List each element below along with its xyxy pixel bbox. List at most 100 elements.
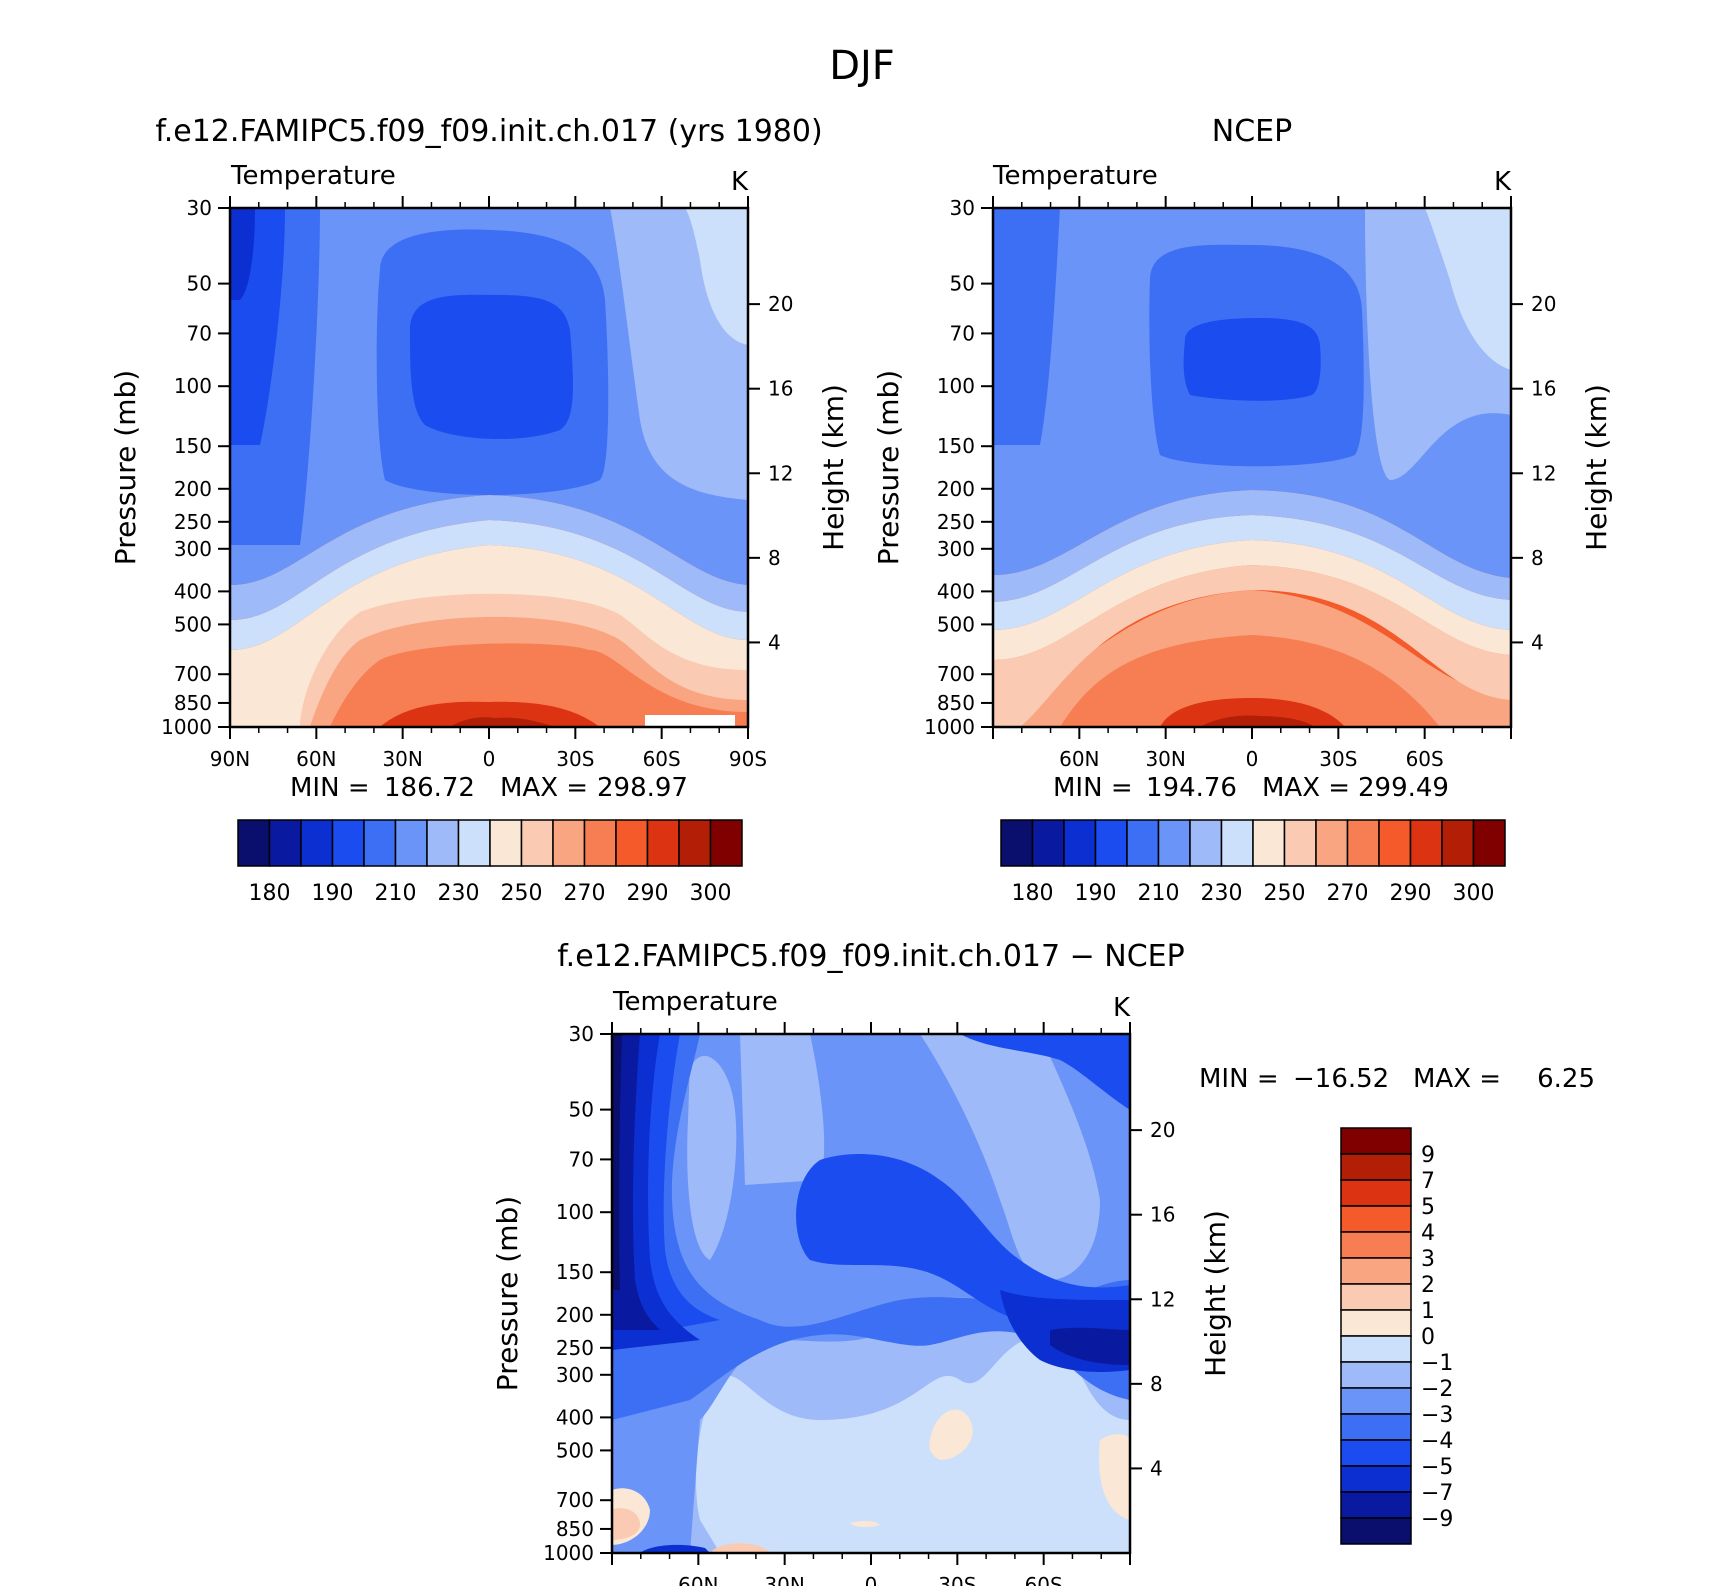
model-axes: 3050701001502002503004005007008501000Pre…: [109, 196, 850, 771]
latitude-tick-label: 60N: [296, 747, 336, 771]
pressure-tick-label: 70: [187, 321, 212, 345]
pressure-axis-label: Pressure (mb): [872, 370, 905, 565]
colorbar-swatch: [1126, 819, 1160, 867]
height-tick-label: 8: [1531, 546, 1544, 570]
colorbar-swatch: [1340, 1491, 1412, 1519]
colorbar-swatch: [1340, 1335, 1412, 1363]
model-min-label: MIN =: [290, 773, 370, 803]
height-tick-label: 12: [1150, 1287, 1175, 1311]
pressure-tick-label: 70: [950, 321, 975, 345]
pressure-tick-label: 100: [174, 374, 212, 398]
colorbar-swatch: [1441, 819, 1475, 867]
pressure-tick-label: 50: [187, 272, 212, 296]
latitude-tick-label: 0: [865, 1573, 878, 1586]
pressure-axis-label: Pressure (mb): [491, 1196, 524, 1391]
colorbar-swatch: [1340, 1413, 1412, 1441]
obs-panel-title: NCEP: [1212, 114, 1292, 149]
obs-min-value: 194.76: [1146, 773, 1237, 803]
height-tick-label: 12: [1531, 461, 1556, 485]
colorbar-swatch: [457, 819, 491, 867]
colorbar-swatch: [489, 819, 523, 867]
colorbar-label: 250: [1264, 881, 1306, 906]
colorbar-swatch: [709, 819, 743, 867]
colorbar-swatch: [1340, 1179, 1412, 1207]
diff-plot: [612, 1034, 1130, 1553]
obs-max-label: MAX =: [1262, 773, 1350, 803]
colorbar-swatch: [583, 819, 617, 867]
colorbar-label: 4: [1421, 1221, 1435, 1246]
colorbar-swatch: [1340, 1387, 1412, 1415]
colorbar-swatch: [1340, 1127, 1412, 1155]
pressure-tick-label: 1000: [924, 715, 975, 739]
colorbar-label: −2: [1421, 1377, 1453, 1402]
colorbar-label: −4: [1421, 1429, 1453, 1454]
pressure-tick-label: 700: [937, 662, 975, 686]
colorbar-label: 9: [1421, 1143, 1435, 1168]
pressure-tick-label: 400: [174, 579, 212, 603]
colorbar-swatch: [1220, 819, 1254, 867]
colorbar-label: 0: [1421, 1325, 1435, 1350]
obs-field-label: Temperature: [992, 161, 1158, 191]
height-tick-label: 20: [768, 292, 793, 316]
pressure-tick-label: 400: [556, 1405, 594, 1429]
diff-max-value: 6.25: [1537, 1064, 1595, 1094]
diff-panel-title: f.e12.FAMIPC5.f09_f09.init.ch.017 − NCEP: [557, 939, 1184, 974]
colorbar-swatch: [1189, 819, 1223, 867]
height-tick-label: 16: [1531, 377, 1556, 401]
colorbar-swatch: [615, 819, 649, 867]
colorbar-swatch: [678, 819, 712, 867]
pressure-tick-label: 50: [569, 1098, 594, 1122]
colorbar-swatch: [1346, 819, 1380, 867]
colorbar-label: 1: [1421, 1299, 1435, 1324]
colorbar-swatch: [300, 819, 334, 867]
colorbar-label: −9: [1421, 1507, 1453, 1532]
colorbar-swatch: [1340, 1439, 1412, 1467]
pressure-tick-label: 30: [950, 196, 975, 220]
colorbar-swatch: [268, 819, 302, 867]
colorbar-swatch: [237, 819, 271, 867]
latitude-tick-label: 30N: [382, 747, 422, 771]
latitude-tick-label: 30S: [938, 1573, 976, 1586]
colorbar-label: 300: [690, 881, 732, 906]
obs-colorbar: 180 190 210 230 250 270 290 300: [1000, 819, 1506, 906]
colorbar-label: −5: [1421, 1455, 1453, 1480]
colorbar-swatch: [1340, 1283, 1412, 1311]
diff-axes: 3050701001502002503004005007008501000Pre…: [491, 1022, 1232, 1586]
colorbar-label: 210: [1138, 881, 1180, 906]
model-field-label: Temperature: [230, 161, 396, 191]
colorbar-swatch: [1340, 1205, 1412, 1233]
latitude-tick-label: 0: [483, 747, 496, 771]
height-tick-label: 4: [1531, 630, 1544, 654]
latitude-tick-label: 60N: [678, 1573, 718, 1586]
pressure-tick-label: 200: [174, 477, 212, 501]
height-tick-label: 4: [1150, 1456, 1163, 1480]
diff-min-label: MIN =: [1199, 1064, 1279, 1094]
pressure-tick-label: 250: [174, 510, 212, 534]
colorbar-swatch: [1252, 819, 1286, 867]
figure-title: DJF: [829, 43, 895, 89]
pressure-tick-label: 700: [174, 662, 212, 686]
height-tick-label: 20: [1531, 292, 1556, 316]
latitude-tick-label: 0: [1246, 747, 1259, 771]
height-axis-label: Height (km): [1580, 384, 1613, 551]
colorbar-label: −7: [1421, 1481, 1453, 1506]
height-tick-label: 4: [768, 630, 781, 654]
colorbar-swatch: [1157, 819, 1191, 867]
pressure-tick-label: 500: [556, 1438, 594, 1462]
colorbar-label: 250: [501, 881, 543, 906]
diff-min-value: −16.52: [1293, 1064, 1389, 1094]
pressure-tick-label: 1000: [161, 715, 212, 739]
height-tick-label: 8: [768, 546, 781, 570]
model-max-label: MAX =: [500, 773, 588, 803]
colorbar-label: 180: [1012, 881, 1054, 906]
latitude-tick-label: 60S: [643, 747, 681, 771]
colorbar-label: 270: [1327, 881, 1369, 906]
colorbar-label: 300: [1453, 881, 1495, 906]
colorbar-swatch: [394, 819, 428, 867]
colorbar-swatch: [520, 819, 554, 867]
height-axis-label: Height (km): [817, 384, 850, 551]
height-tick-label: 12: [768, 461, 793, 485]
colorbar-label: 270: [564, 881, 606, 906]
pressure-tick-label: 30: [187, 196, 212, 220]
